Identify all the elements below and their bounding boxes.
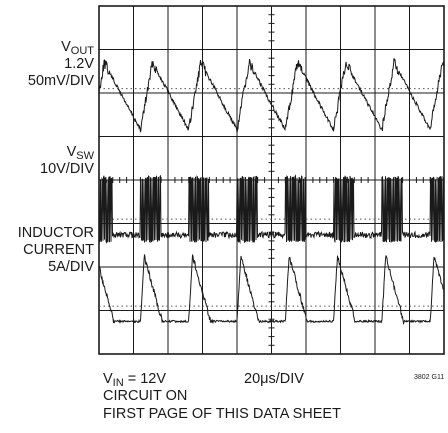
vin-value: = 12V — [123, 371, 166, 387]
inductor-current-trace — [98, 253, 445, 325]
inductor-current-label: INDUCTOR CURRENT 5A/DIV — [18, 225, 94, 276]
vout-voltage: 1.2V — [64, 56, 94, 72]
vsw-trace — [98, 174, 445, 245]
vin-condition: VIN = 12V — [103, 371, 166, 389]
vsw-subscript: SW — [76, 150, 94, 162]
vsw-label: VSW 10V/DIV — [40, 144, 94, 178]
vout-symbol: V — [61, 39, 71, 55]
condition-line-3: FIRST PAGE OF THIS DATA SHEET — [103, 406, 341, 422]
vin-subscript: IN — [112, 377, 124, 389]
inductor-label-line2: CURRENT — [23, 242, 94, 258]
inductor-scale: 5A/DIV — [48, 259, 94, 275]
vin-symbol: V — [103, 371, 113, 387]
vout-trace — [98, 58, 445, 133]
vsw-symbol: V — [66, 144, 77, 160]
vsw-scale: 10V/DIV — [40, 161, 94, 177]
inductor-label-line1: INDUCTOR — [17, 225, 94, 241]
vout-subscript: OUT — [70, 45, 94, 57]
vout-label: VOUT 1.2V 50mV/DIV — [28, 39, 94, 90]
condition-line-2: CIRCUIT ON — [103, 388, 188, 404]
figure-id: 3802 G11 — [414, 374, 445, 381]
timebase-label: 20μs/DIV — [244, 371, 304, 387]
vout-scale: 50mV/DIV — [27, 73, 94, 89]
